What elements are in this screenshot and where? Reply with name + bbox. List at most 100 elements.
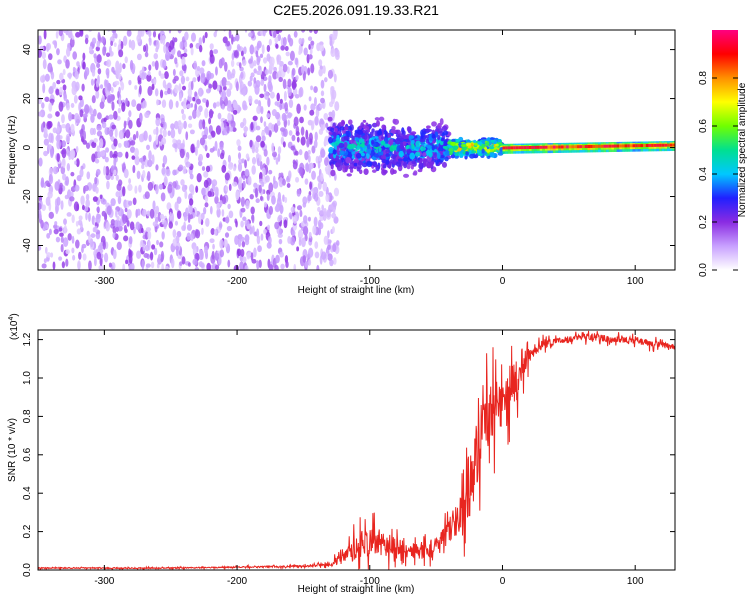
spectrogram-cell bbox=[149, 251, 154, 261]
spectrogram-cell bbox=[471, 150, 477, 154]
spectrogram-cell bbox=[90, 233, 96, 238]
spectrogram-cell bbox=[213, 49, 219, 55]
spectrogram-cell bbox=[44, 246, 48, 254]
spectrogram-cell bbox=[96, 206, 100, 213]
spectrogram-cell bbox=[43, 258, 47, 264]
spectrogram-cell bbox=[392, 145, 397, 151]
spectrogram-cell bbox=[395, 161, 402, 167]
spectrogram-cell bbox=[262, 57, 268, 64]
spectrogram-cell bbox=[96, 62, 101, 68]
spectrogram-cell bbox=[320, 97, 325, 104]
spectrogram-cell bbox=[77, 260, 81, 270]
spectrogram-cell bbox=[249, 139, 253, 148]
spectrogram-cell bbox=[331, 89, 337, 100]
spectrogram-x-tick-label: -100 bbox=[360, 276, 380, 287]
spectrogram-cell bbox=[403, 161, 408, 169]
spectrogram-cell bbox=[141, 208, 147, 217]
spectrogram-cell bbox=[70, 171, 75, 177]
spectrogram-cell bbox=[351, 135, 356, 142]
spectrogram-cell bbox=[158, 183, 164, 190]
spectrogram-cell bbox=[148, 37, 152, 46]
spectrogram-cell bbox=[204, 202, 209, 208]
spectrogram-cell bbox=[162, 79, 167, 89]
spectrogram-cell bbox=[233, 50, 239, 58]
spectrogram-cell bbox=[262, 30, 266, 37]
spectrogram-cell bbox=[209, 147, 215, 153]
spectrogram-cell bbox=[154, 88, 159, 97]
spectrogram-cell bbox=[432, 140, 436, 144]
spectrogram-cell bbox=[69, 196, 75, 202]
spectrogram-cell bbox=[431, 134, 436, 139]
spectrogram-cell bbox=[145, 263, 151, 268]
spectrogram-cell bbox=[300, 126, 305, 136]
spectrogram-cell bbox=[65, 258, 69, 267]
spectrogram-cell bbox=[59, 232, 64, 237]
spectrogram-cell bbox=[63, 224, 67, 234]
spectrogram-cell bbox=[98, 264, 104, 270]
spectrogram-cell bbox=[576, 145, 580, 149]
spectrogram-cell bbox=[298, 239, 302, 246]
spectrogram-cell bbox=[180, 75, 186, 85]
spectrogram-cell bbox=[592, 144, 596, 148]
spectrogram-cell bbox=[640, 144, 644, 148]
spectrogram-cell bbox=[317, 206, 321, 212]
spectrogram-x-tick-label: -200 bbox=[227, 276, 247, 287]
spectrogram-cell bbox=[240, 196, 245, 208]
spectrogram-cell bbox=[46, 232, 51, 239]
spectrogram-cell bbox=[110, 40, 114, 47]
spectrogram-cell bbox=[242, 104, 248, 111]
spectrogram-cell bbox=[278, 238, 283, 245]
colorbar-label: Normalized spectral amplitude bbox=[737, 82, 748, 217]
spectrogram-cell bbox=[138, 84, 142, 95]
spectrogram-cell bbox=[632, 144, 636, 148]
spectrogram-cell bbox=[328, 21, 332, 30]
spectrogram-cell bbox=[181, 64, 187, 72]
spectrogram-cell bbox=[153, 52, 159, 60]
spectrogram-cell bbox=[348, 139, 355, 144]
spectrogram-frame bbox=[37, 29, 676, 271]
spectrogram-cell bbox=[144, 51, 149, 58]
spectrogram-cell bbox=[185, 131, 189, 141]
spectrogram-cell bbox=[169, 211, 172, 221]
spectrogram-cell bbox=[38, 202, 42, 211]
spectrogram-cell bbox=[481, 143, 485, 149]
spectrogram-cell bbox=[260, 233, 264, 241]
spectrogram-cell bbox=[279, 60, 284, 67]
spectrogram-cell bbox=[505, 146, 509, 150]
spectrogram-cell bbox=[52, 127, 58, 134]
spectrogram-cell bbox=[153, 128, 157, 135]
spectrogram-cell bbox=[221, 164, 227, 173]
spectrogram-cell bbox=[189, 129, 195, 135]
spectrogram-cell bbox=[65, 249, 70, 255]
spectrogram-cell bbox=[373, 153, 380, 158]
spectrogram-cell bbox=[238, 62, 242, 69]
spectrogram-cell bbox=[118, 96, 122, 107]
spectrogram-cell bbox=[308, 162, 314, 169]
spectrogram-cell bbox=[263, 201, 267, 208]
spectrogram-cell bbox=[536, 145, 540, 149]
spectrogram-cell bbox=[128, 79, 132, 86]
spectrogram-cell bbox=[205, 165, 211, 173]
spectrogram-cell bbox=[242, 88, 246, 97]
spectrogram-y-tick-label: 40 bbox=[22, 44, 33, 56]
spectrogram-cell bbox=[600, 144, 604, 148]
spectrogram-cell bbox=[306, 137, 310, 147]
spectrogram-cell bbox=[237, 145, 242, 152]
spectrogram-cell bbox=[425, 125, 431, 129]
spectrogram-cell bbox=[301, 237, 306, 248]
spectrogram-cell bbox=[489, 151, 494, 158]
spectrogram-cell bbox=[268, 75, 272, 84]
spectrogram-cell bbox=[323, 207, 327, 217]
spectrogram-cell bbox=[216, 202, 220, 211]
spectrogram-cell bbox=[247, 251, 252, 257]
spectrogram-cell bbox=[248, 59, 253, 64]
spectrogram-cell bbox=[275, 43, 279, 49]
spectrogram-cell bbox=[355, 152, 362, 159]
spectrogram-cell bbox=[518, 146, 522, 150]
snr-x-label: Height of straight line (km) bbox=[298, 584, 415, 595]
spectrogram-cell bbox=[283, 90, 287, 102]
spectrogram-cell bbox=[439, 155, 445, 159]
spectrogram-cell bbox=[170, 123, 175, 130]
spectrogram-cell bbox=[555, 145, 559, 149]
spectrogram-cell bbox=[209, 238, 215, 244]
